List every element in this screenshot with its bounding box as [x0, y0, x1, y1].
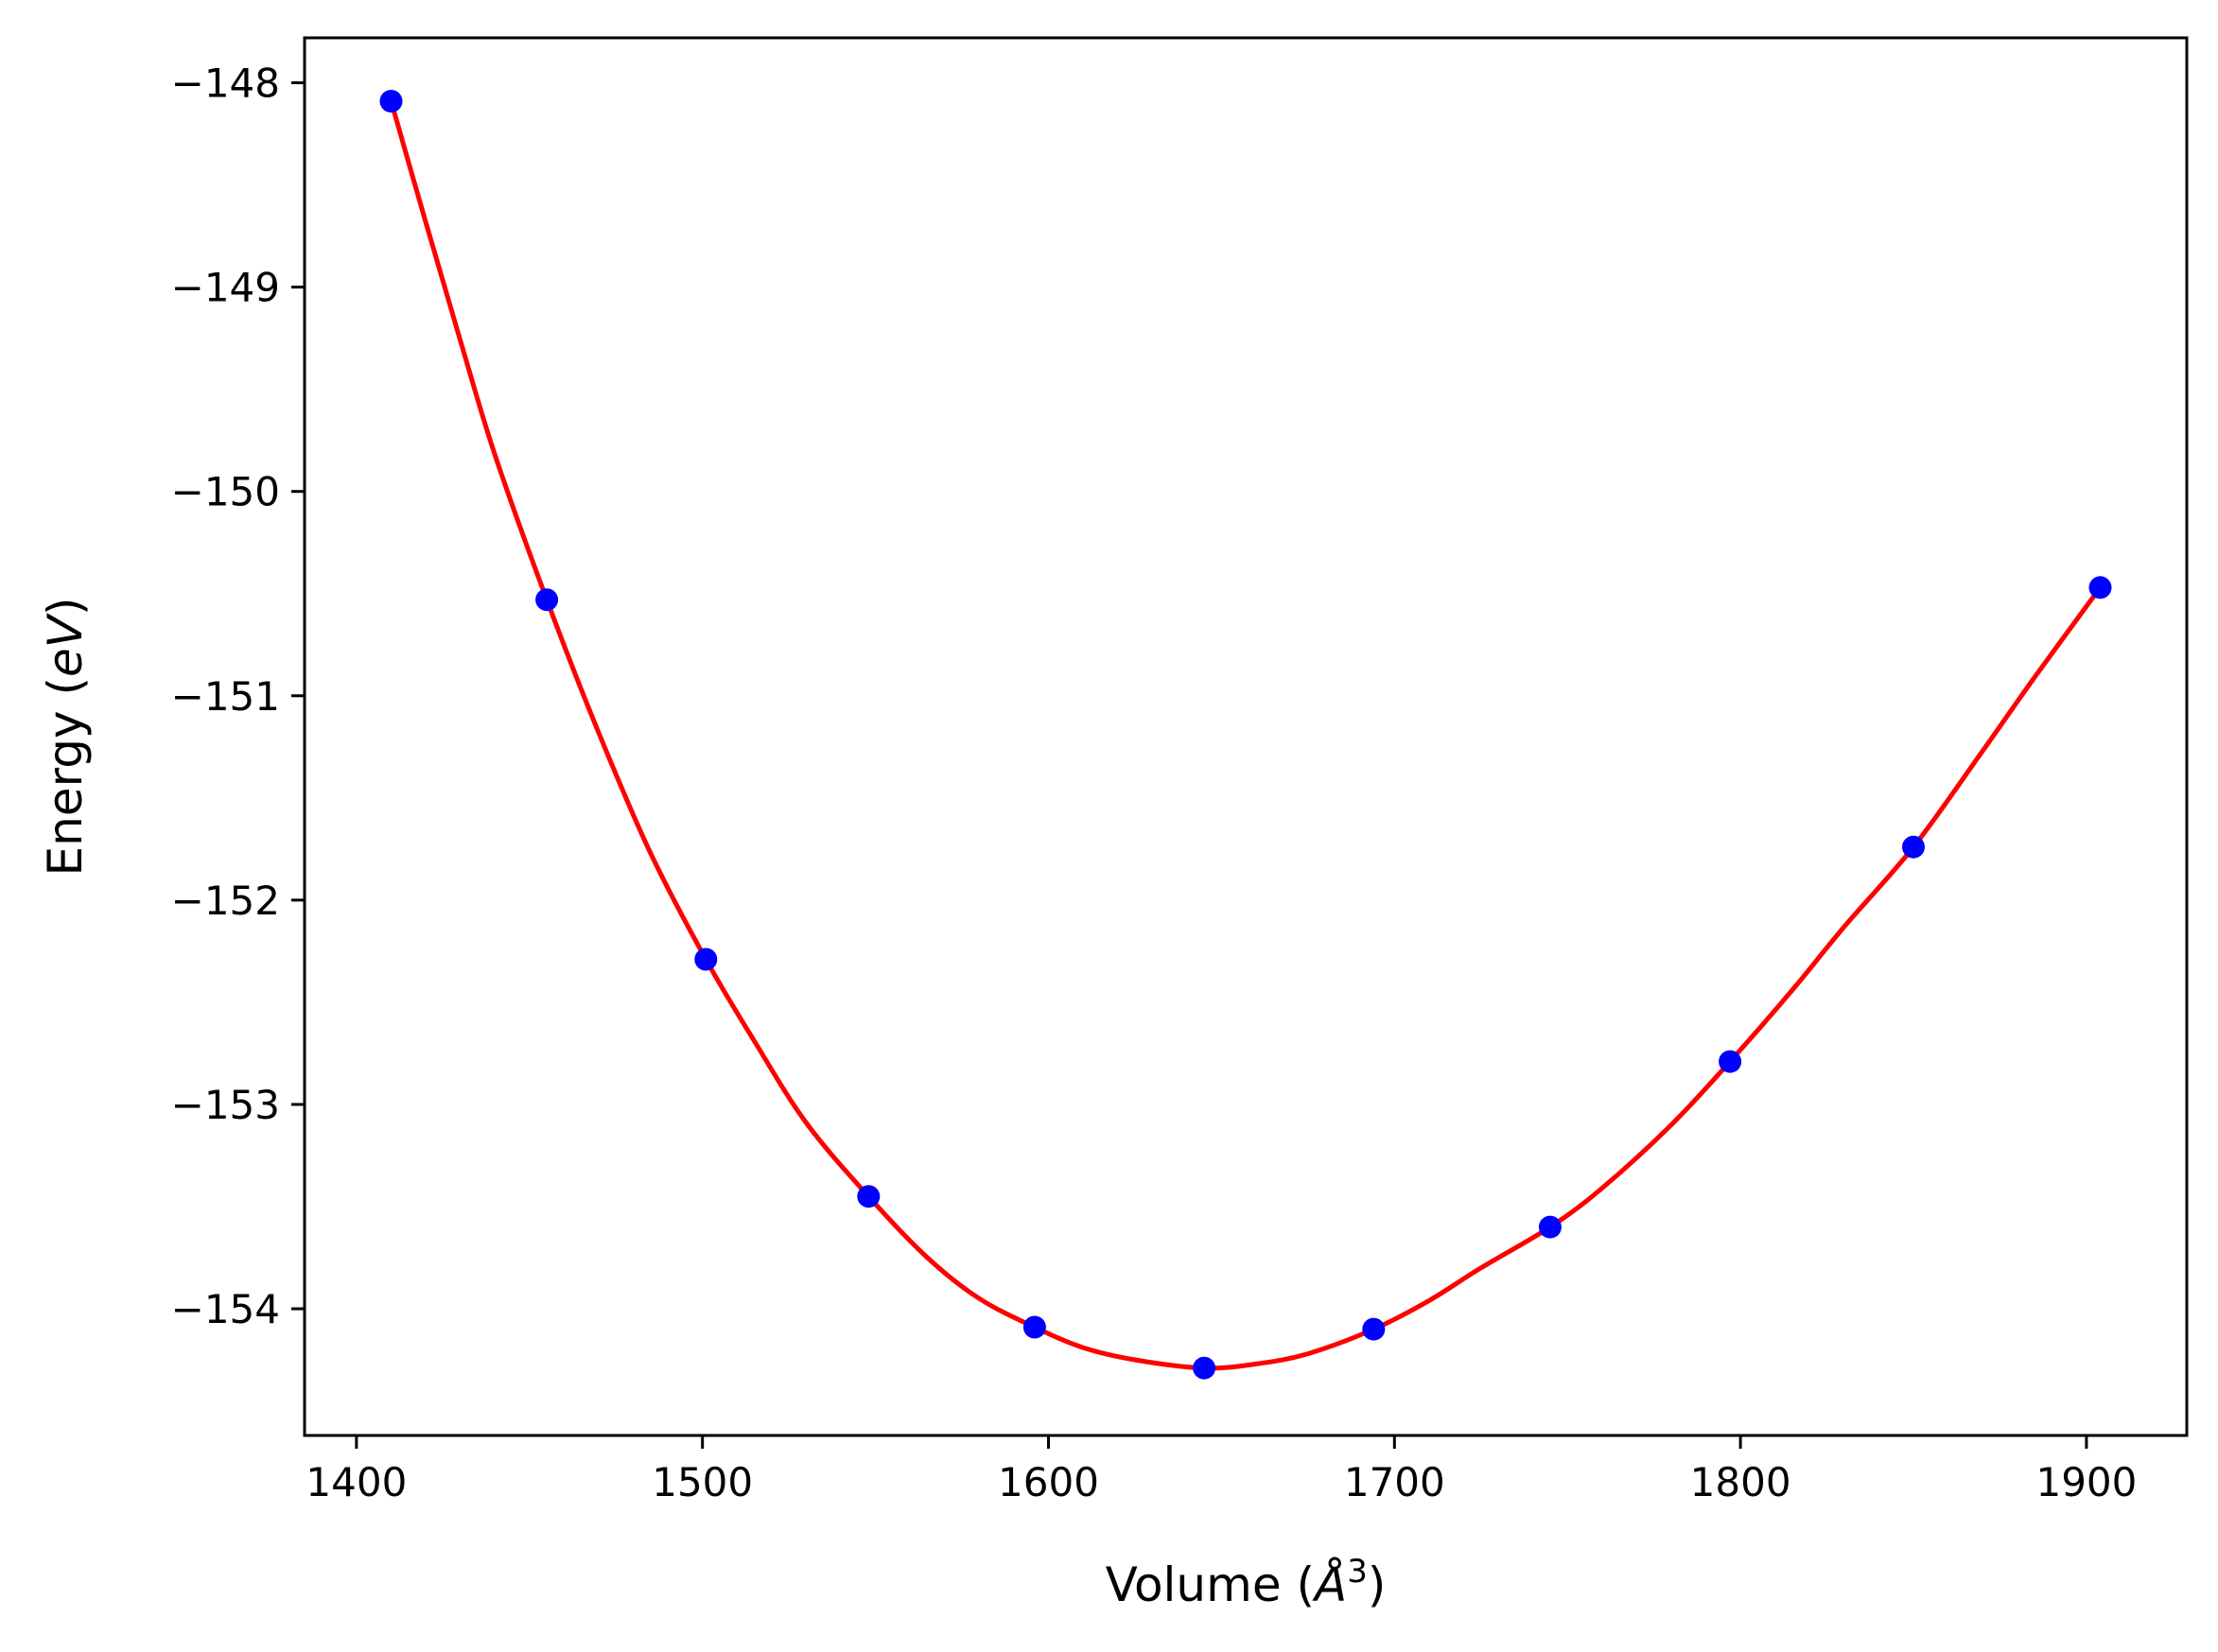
- data-points-layer: [379, 90, 2112, 1380]
- plot-area: [305, 38, 2187, 1435]
- data-point: [1902, 835, 1925, 859]
- data-point: [1538, 1215, 1562, 1239]
- data-point: [379, 90, 403, 113]
- data-point: [1193, 1356, 1216, 1380]
- y-tick-label: −153: [171, 1082, 280, 1128]
- fit-curve-line: [389, 100, 2103, 1371]
- y-axis-ticks: −148 −149 −150 −151 −152 −153 −154: [171, 61, 305, 1332]
- x-tick-label: 1400: [306, 1459, 407, 1505]
- x-tick-label: 1500: [652, 1459, 753, 1505]
- data-point: [1022, 1315, 1046, 1339]
- data-point: [857, 1185, 881, 1209]
- y-tick-label: −149: [171, 265, 280, 311]
- y-tick-label: −148: [171, 61, 280, 107]
- fit-curve-layer: [389, 100, 2103, 1371]
- y-tick-label: −150: [171, 469, 280, 515]
- x-tick-label: 1700: [1344, 1459, 1445, 1505]
- y-tick-label: −151: [171, 673, 280, 720]
- data-point: [1719, 1050, 1742, 1073]
- data-point: [535, 588, 559, 612]
- data-point: [694, 948, 718, 971]
- data-point: [1362, 1317, 1386, 1341]
- x-tick-label: 1900: [2035, 1459, 2137, 1505]
- data-point: [2088, 576, 2112, 600]
- y-axis-label: Energy (eV): [38, 598, 93, 877]
- x-axis-ticks: 1400 1500 1600 1700 1800 1900: [306, 1435, 2137, 1505]
- y-tick-label: −154: [171, 1286, 280, 1332]
- x-axis-label: Volume (Å3): [1106, 1553, 1387, 1612]
- x-tick-label: 1600: [998, 1459, 1099, 1505]
- y-tick-label: −152: [171, 878, 280, 924]
- x-tick-label: 1800: [1690, 1459, 1791, 1505]
- plot-frame: [303, 36, 2189, 1437]
